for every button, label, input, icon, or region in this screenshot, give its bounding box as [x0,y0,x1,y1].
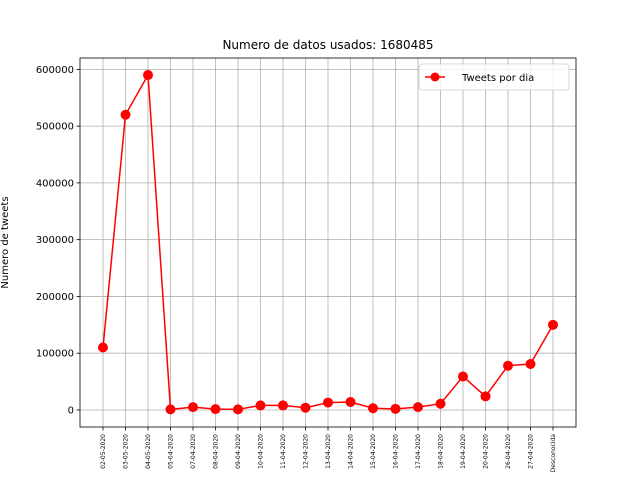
data-point [323,397,333,408]
data-point [278,400,288,411]
data-point [458,371,468,382]
chart-title: Numero de datos usados: 1680485 [222,38,433,52]
x-tick-label: 27-04-2020 [528,434,535,469]
y-tick-label: 0 [68,405,74,416]
y-tick-label: 600000 [36,65,74,76]
y-tick-label: 300000 [36,235,74,246]
data-point [525,358,536,369]
data-point [480,391,491,402]
x-tick-label: 11-04-2020 [280,434,287,469]
data-point [255,400,266,411]
y-axis-label: Numero de tweets [0,196,11,288]
y-tick-label: 100000 [36,349,74,360]
x-tick-label: 12-04-2020 [303,434,310,469]
legend: Tweets por dia [418,63,570,91]
data-point [210,404,221,415]
data-point [548,319,558,330]
x-tick-label: 07-04-2020 [190,434,197,469]
data-point [143,70,153,81]
x-tick-label: 16-04-2020 [393,434,400,469]
x-tick-label: 18-04-2020 [438,434,445,469]
x-tick-label: 03-05-2020 [123,434,130,469]
x-tick-label: 26-04-2020 [505,434,512,469]
y-tick-label: 400000 [36,178,74,189]
data-point [368,403,378,414]
data-point [503,360,513,371]
x-tick-label: 08-04-2020 [213,434,220,469]
legend-box [418,63,570,91]
x-tick-label: 05-04-2020 [168,434,175,469]
axes: 02-05-2020 03-05-2020 04-05-2020 05-04-2020… [36,65,557,472]
data-point [165,404,176,415]
x-tick-label: 13-04-2020 [325,434,332,469]
x-tick-label: 15-04-2020 [370,434,377,469]
x-tick-label: 14-04-2020 [348,434,355,469]
data-point [300,402,311,413]
x-tick-label: 20-04-2020 [483,434,490,469]
x-tick-label: 17-04-2020 [415,434,422,469]
x-tick-label: Desconocida [550,434,557,473]
x-tick-label: 10-04-2020 [258,434,265,469]
x-tick-label: 04-05-2020 [145,434,152,469]
data-point [188,402,198,413]
legend-marker [430,72,440,82]
data-point [413,402,423,413]
data-point [345,397,356,408]
x-tick-label: 19-04-2020 [460,434,467,469]
y-tick-label: 500000 [36,122,74,133]
data-point [390,403,401,414]
series-layer [98,70,558,415]
x-tick-label: 09-04-2020 [235,434,242,469]
data-point [435,398,446,409]
x-tick-label: 02-05-2020 [100,434,107,469]
y-tick-label: 200000 [36,292,74,303]
data-point [120,109,131,120]
legend-label: Tweets por dia [461,73,534,84]
data-point [233,404,243,415]
data-point [98,342,108,353]
